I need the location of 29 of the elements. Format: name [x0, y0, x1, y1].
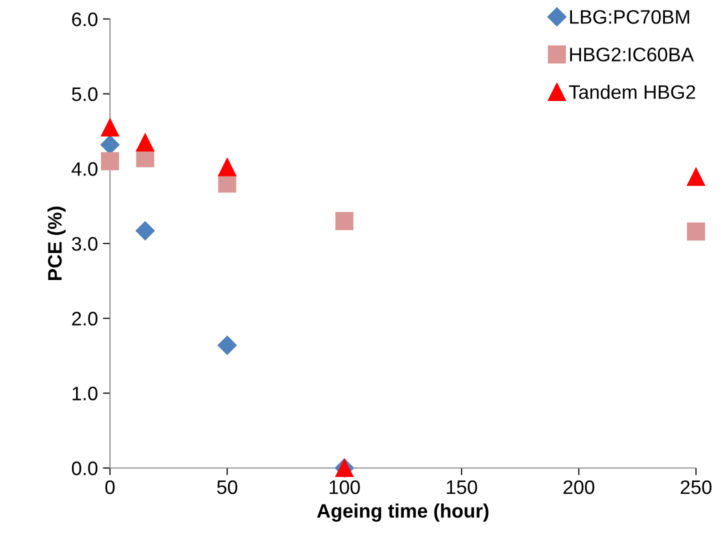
legend-label: LBG:PC70BM: [570, 10, 690, 24]
legend-label: Tandem HBG2: [569, 84, 696, 99]
point: [100, 152, 120, 170]
y-tick-label: 3.0: [72, 236, 98, 251]
legend-label: HBG2:IC60BA: [570, 48, 694, 62]
y-tick-label: 6.0: [72, 12, 98, 26]
x-tick-label: 200: [564, 480, 594, 494]
y-tick-label: 1.0: [72, 386, 98, 400]
point: [686, 222, 706, 241]
y-tick-label: 5.0: [72, 87, 98, 102]
point: [218, 174, 236, 193]
x-tick-label: 50: [217, 480, 238, 494]
x-tick-label: 150: [446, 480, 478, 494]
y-tick-label: 4.0: [72, 162, 98, 176]
y-tick-label: 2.0: [72, 312, 98, 326]
x-tick-label: 100: [330, 480, 360, 494]
point: [335, 212, 354, 230]
point: [136, 221, 155, 240]
x-tick-label: 0: [105, 480, 115, 494]
point: [218, 158, 236, 176]
point: [218, 336, 237, 355]
x-tick-label: 250: [680, 480, 712, 494]
point: [136, 133, 154, 152]
x-axis-title: Ageing time (hour): [317, 503, 488, 522]
point: [100, 135, 120, 154]
point: [686, 168, 706, 186]
y-axis-title: PCE (%): [47, 206, 66, 280]
point: [100, 118, 120, 137]
y-tick-label: 0.0: [72, 461, 98, 476]
